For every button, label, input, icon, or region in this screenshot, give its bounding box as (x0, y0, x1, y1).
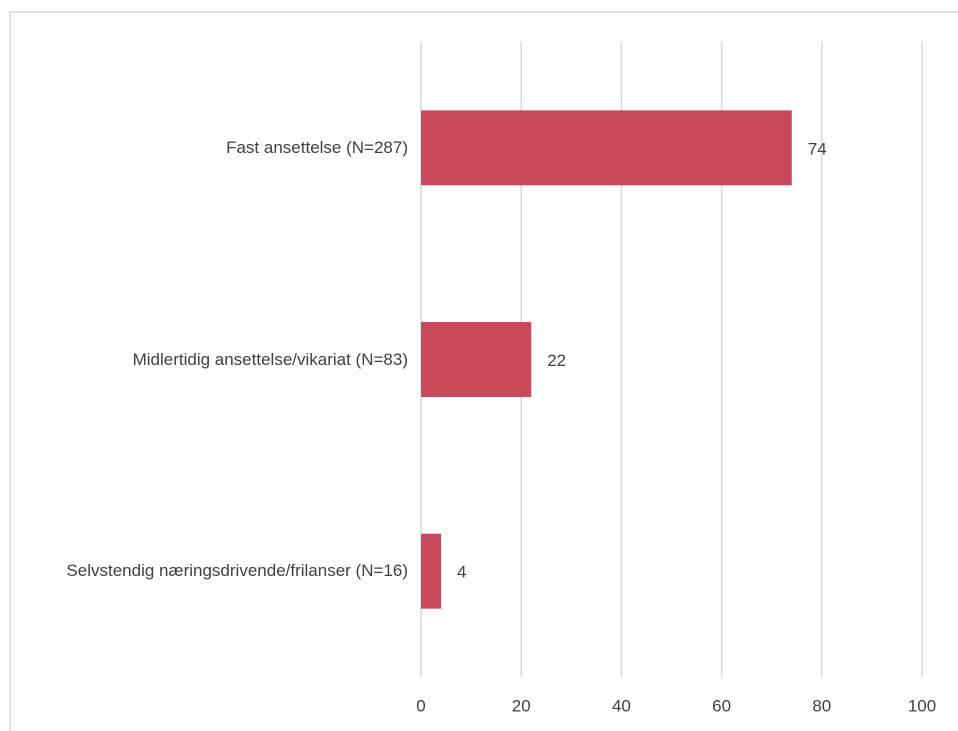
value-label: 74 (808, 139, 827, 158)
bar (421, 533, 442, 609)
value-label: 4 (457, 563, 466, 582)
y-tick-label-box: Midlertidig ansettelse/vikariat (N=83) (10, 349, 408, 371)
y-tick-label: Selvstendig næringsdrivende/frilanser (N… (66, 561, 408, 581)
chart-frame (9, 11, 958, 731)
y-tick-label-box: Fast ansettelse (N=287) (10, 137, 408, 159)
y-tick-label-box: Selvstendig næringsdrivende/frilanser (N… (10, 560, 408, 582)
y-tick-label: Midlertidig ansettelse/vikariat (N=83) (132, 349, 408, 369)
x-tick-label: 100 (908, 696, 936, 715)
x-tick-label: 40 (612, 696, 631, 715)
x-tick-label: 60 (712, 696, 731, 715)
x-tick-label: 80 (812, 696, 831, 715)
y-tick-label: Fast ansettelse (N=287) (226, 137, 408, 157)
bar (421, 322, 532, 397)
x-tick-label: 20 (512, 696, 531, 715)
value-label: 22 (547, 351, 566, 370)
bar (421, 110, 792, 186)
x-tick-label: 0 (416, 696, 425, 715)
